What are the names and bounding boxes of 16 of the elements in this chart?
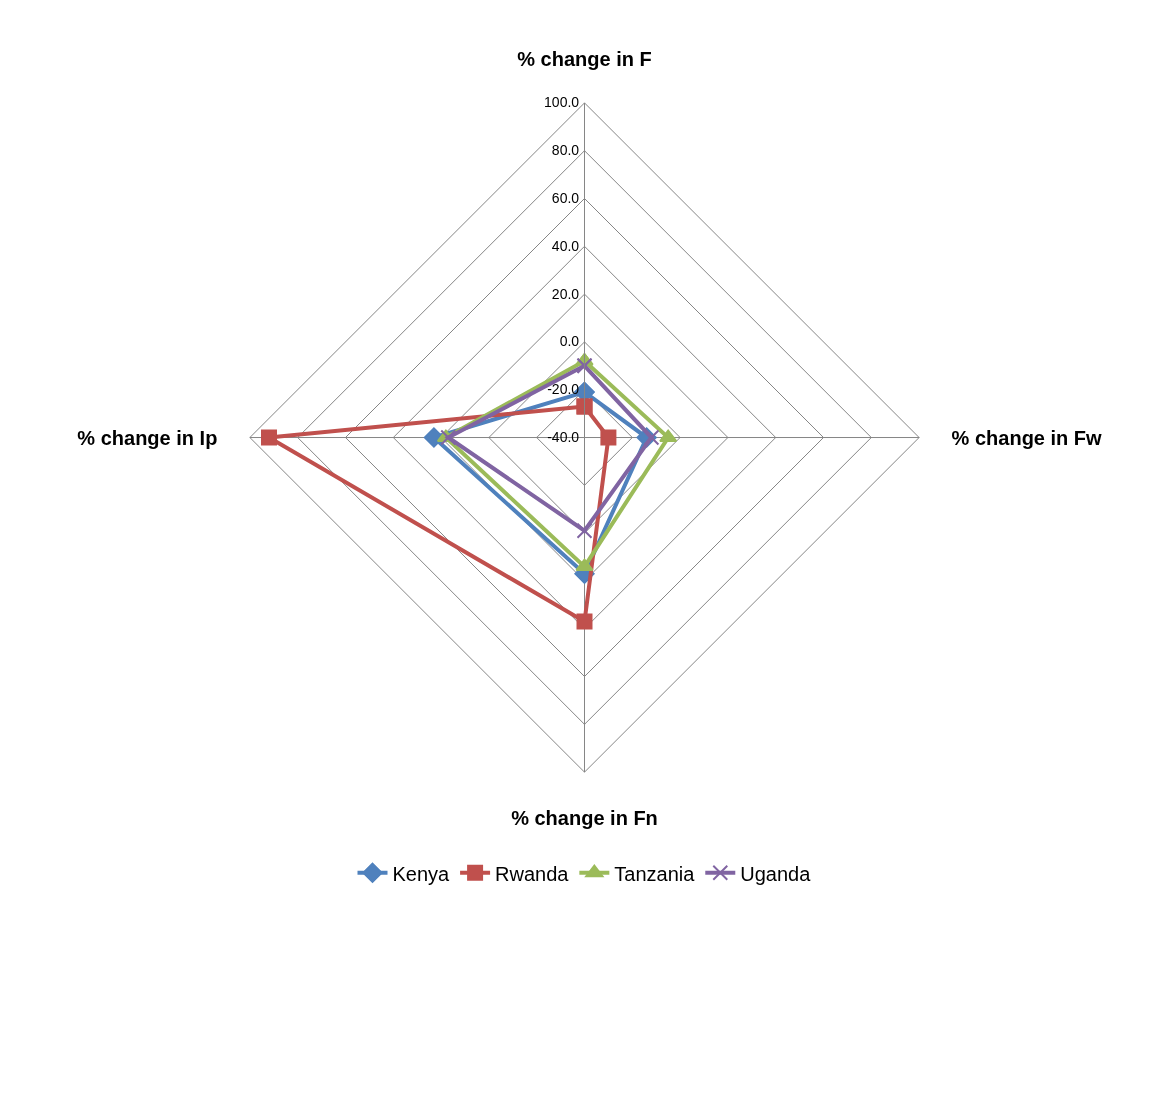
y-tick-label: 80.0: [551, 142, 580, 159]
y-tick-label: 40.0: [551, 237, 580, 254]
legend-label: Tanzania: [614, 862, 696, 885]
y-tick-label: -40.0: [547, 429, 580, 446]
spoke-label: % change in F: [517, 48, 652, 71]
y-tick-label: 100.0: [544, 94, 580, 111]
spoke-label: % change in Fn: [511, 806, 658, 829]
spoke-label: % change in Ip: [77, 426, 218, 449]
legend-label: Uganda: [740, 862, 812, 885]
y-tick-label: 20.0: [551, 285, 580, 302]
legend-label: Kenya: [392, 862, 451, 885]
spoke-label: % change in Fw: [951, 426, 1103, 449]
y-tick-label: 60.0: [551, 190, 580, 207]
y-tick-label: 0.0: [559, 333, 580, 350]
y-tick-label: -20.0: [547, 381, 580, 398]
legend-label: Rwanda: [495, 862, 570, 885]
